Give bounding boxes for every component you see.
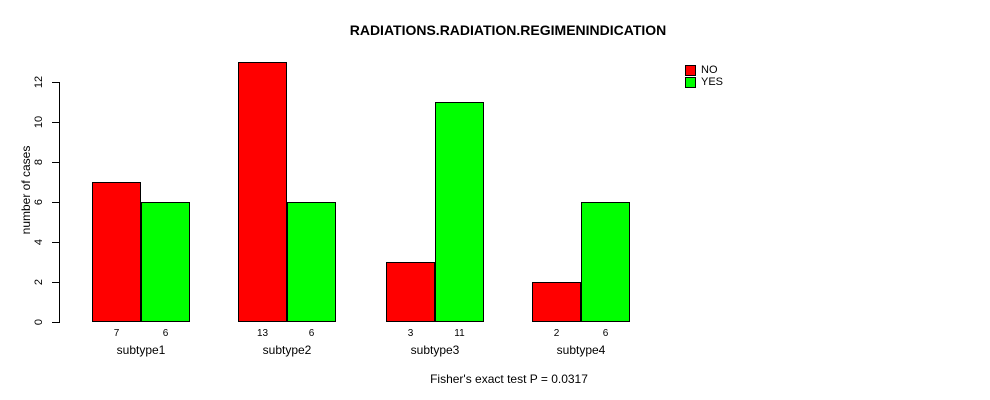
bar-yes-subtype2 bbox=[287, 202, 336, 322]
category-label-subtype4: subtype4 bbox=[556, 343, 606, 357]
bar-count-label: 3 bbox=[407, 328, 414, 339]
bar-count-label: 2 bbox=[553, 328, 560, 339]
legend-label-yes: YES bbox=[701, 76, 724, 88]
bar-no-subtype3 bbox=[386, 262, 435, 322]
y-tick-mark bbox=[52, 162, 59, 163]
bar-no-subtype4 bbox=[532, 282, 581, 322]
y-tick-label: 6 bbox=[33, 198, 45, 206]
category-label-subtype2: subtype2 bbox=[262, 343, 312, 357]
legend-label-no: NO bbox=[701, 64, 718, 76]
y-tick-label: 0 bbox=[33, 318, 45, 326]
y-tick-mark bbox=[52, 202, 59, 203]
bar-count-label: 11 bbox=[454, 328, 465, 339]
chart-title: RADIATIONS.RADIATION.REGIMENINDICATION bbox=[349, 22, 667, 38]
bar-no-subtype1 bbox=[92, 182, 141, 322]
bar-yes-subtype4 bbox=[581, 202, 630, 322]
bar-no-subtype2 bbox=[238, 62, 287, 322]
y-tick-mark bbox=[52, 282, 59, 283]
bar-yes-subtype1 bbox=[141, 202, 190, 322]
category-label-subtype1: subtype1 bbox=[116, 343, 166, 357]
y-tick-label: 8 bbox=[33, 158, 45, 166]
bar-count-label: 6 bbox=[308, 328, 315, 339]
y-tick-mark bbox=[52, 322, 59, 323]
bar-count-label: 6 bbox=[602, 328, 609, 339]
legend-swatch-no bbox=[685, 65, 696, 76]
y-tick-label: 10 bbox=[33, 115, 45, 129]
y-tick-label: 2 bbox=[33, 278, 45, 286]
bar-count-label: 6 bbox=[162, 328, 169, 339]
y-axis-label: number of cases bbox=[19, 145, 33, 235]
footer-note: Fisher's exact test P = 0.0317 bbox=[430, 372, 588, 386]
bar-count-label: 13 bbox=[256, 328, 269, 339]
y-tick-mark bbox=[52, 82, 59, 83]
y-tick-label: 12 bbox=[33, 75, 45, 89]
bar-count-label: 7 bbox=[113, 328, 120, 339]
y-tick-label: 4 bbox=[33, 238, 45, 246]
y-tick-mark bbox=[52, 242, 59, 243]
legend-swatch-yes bbox=[685, 77, 696, 88]
y-axis-line bbox=[59, 82, 60, 323]
y-tick-mark bbox=[52, 122, 59, 123]
bar-yes-subtype3 bbox=[435, 102, 484, 322]
category-label-subtype3: subtype3 bbox=[410, 343, 460, 357]
